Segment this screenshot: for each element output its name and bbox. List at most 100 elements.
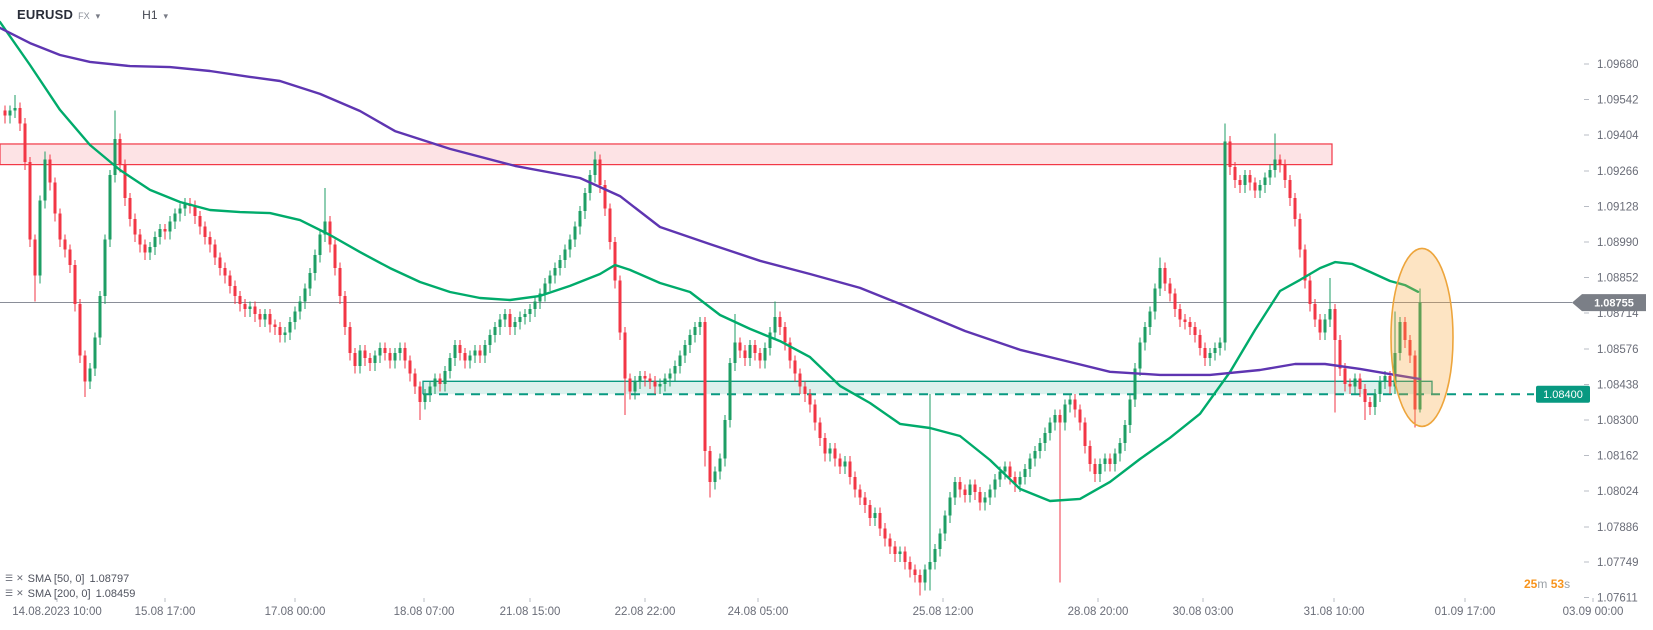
price-axis-label[interactable]: 1.08714 bbox=[1597, 308, 1639, 320]
time-axis-label[interactable]: 25.08 12:00 bbox=[913, 606, 974, 618]
price-axis-label[interactable]: 1.07749 bbox=[1597, 557, 1639, 569]
candle-body bbox=[1283, 164, 1287, 181]
price-axis-label[interactable]: 1.08990 bbox=[1597, 237, 1639, 249]
candle-body bbox=[433, 378, 437, 387]
candle-body bbox=[163, 229, 167, 232]
candle-body bbox=[223, 267, 227, 276]
time-axis-label[interactable]: 28.08 20:00 bbox=[1068, 606, 1129, 618]
close-icon[interactable]: ✕ bbox=[16, 573, 24, 583]
symbol-name[interactable]: EURUSD bbox=[17, 7, 74, 22]
indicator-label: SMA [200, 0] bbox=[27, 587, 91, 600]
candle-body bbox=[113, 138, 117, 175]
close-icon[interactable]: ✕ bbox=[16, 588, 24, 598]
price-axis-label[interactable]: 1.08438 bbox=[1597, 379, 1639, 391]
candle-body bbox=[808, 394, 812, 405]
price-axis-label[interactable]: 1.07886 bbox=[1597, 522, 1639, 534]
candle-body bbox=[1373, 394, 1377, 408]
candle-body bbox=[68, 249, 72, 266]
price-axis-label[interactable]: 1.09266 bbox=[1597, 166, 1639, 178]
time-axis-label[interactable]: 01.09 17:00 bbox=[1435, 606, 1496, 618]
candle-body bbox=[773, 316, 777, 333]
candle-body bbox=[83, 355, 87, 382]
candle-body bbox=[608, 208, 612, 242]
price-axis-label[interactable]: 1.09680 bbox=[1597, 59, 1639, 71]
candle-body bbox=[363, 350, 367, 359]
candle-body bbox=[553, 267, 557, 276]
candle-body bbox=[33, 239, 37, 276]
candle-body bbox=[1253, 182, 1257, 191]
candle-body bbox=[78, 303, 82, 356]
price-axis-label[interactable]: 1.09128 bbox=[1597, 201, 1639, 213]
candle-body bbox=[403, 347, 407, 361]
candle-body bbox=[878, 512, 882, 529]
candle-body bbox=[638, 376, 642, 382]
candle-body bbox=[903, 551, 907, 562]
candle-body bbox=[373, 355, 377, 364]
candle-body bbox=[1003, 466, 1007, 472]
time-axis-label[interactable]: 17.08 00:00 bbox=[265, 606, 326, 618]
candle-body bbox=[1103, 458, 1107, 464]
symbol-header: EURUSD FX ▾ H1 ▾ bbox=[17, 7, 168, 22]
candle-body bbox=[663, 378, 667, 384]
candle-body bbox=[1098, 463, 1102, 475]
candle-body bbox=[693, 327, 697, 335]
candle-body bbox=[138, 234, 142, 245]
candle-body bbox=[203, 226, 207, 237]
candle-body bbox=[153, 236, 157, 248]
candle-body bbox=[598, 159, 602, 186]
indicator-settings-icon[interactable]: ☰ bbox=[5, 588, 14, 598]
candle-body bbox=[578, 211, 582, 227]
candle-body bbox=[168, 221, 172, 232]
time-axis-label[interactable]: 18.08 07:00 bbox=[394, 606, 455, 618]
price-axis-label[interactable]: 1.08162 bbox=[1597, 451, 1639, 463]
candle-body bbox=[1128, 399, 1132, 426]
indicator-settings-icon[interactable]: ☰ bbox=[5, 573, 14, 583]
candle-body bbox=[423, 394, 427, 402]
time-axis-label[interactable]: 21.08 15:00 bbox=[500, 606, 561, 618]
time-axis-label[interactable]: 30.08 03:00 bbox=[1173, 606, 1234, 618]
candle-body bbox=[408, 360, 412, 374]
candle-body bbox=[13, 107, 17, 111]
candle-body bbox=[243, 303, 247, 310]
chevron-down-icon[interactable]: ▾ bbox=[95, 11, 101, 21]
candle-body bbox=[418, 386, 422, 402]
candle-body bbox=[183, 203, 187, 209]
price-axis-label[interactable]: 1.08576 bbox=[1597, 344, 1639, 356]
candle-body bbox=[713, 471, 717, 482]
candle-body bbox=[1068, 399, 1072, 405]
candle-body bbox=[128, 198, 132, 219]
candle-body bbox=[813, 404, 817, 423]
candle-body bbox=[718, 458, 722, 472]
candle-body bbox=[1088, 445, 1092, 464]
time-axis-label[interactable]: 24.08 05:00 bbox=[728, 606, 789, 618]
timeframe-button[interactable]: H1 bbox=[142, 8, 158, 22]
candle-body bbox=[938, 533, 942, 549]
time-axis-label[interactable]: 14.08.2023 10:00 bbox=[12, 606, 102, 618]
price-axis-label[interactable]: 1.08852 bbox=[1597, 273, 1639, 285]
indicator-label: SMA [50, 0] bbox=[27, 572, 85, 585]
candle-body bbox=[1413, 355, 1417, 410]
price-axis-label[interactable]: 1.09404 bbox=[1597, 130, 1639, 142]
candle-body bbox=[1033, 450, 1037, 459]
time-axis-label[interactable]: 15.08 17:00 bbox=[135, 606, 196, 618]
time-axis-label[interactable]: 03.09 00:00 bbox=[1563, 606, 1624, 618]
indicator-value: 1.08797 bbox=[89, 572, 130, 585]
candle-body bbox=[743, 350, 747, 359]
time-axis-label[interactable]: 22.08 22:00 bbox=[615, 606, 676, 618]
time-axis-label[interactable]: 31.08 10:00 bbox=[1304, 606, 1365, 618]
price-axis-label[interactable]: 1.08300 bbox=[1597, 415, 1639, 427]
candle-body bbox=[803, 386, 807, 395]
price-axis-label[interactable]: 1.07611 bbox=[1597, 593, 1638, 605]
candle-body bbox=[1243, 174, 1247, 186]
price-axis-label[interactable]: 1.08024 bbox=[1597, 486, 1639, 498]
candle-body bbox=[1218, 342, 1222, 348]
price-axis-label[interactable]: 1.09542 bbox=[1597, 95, 1639, 107]
chevron-down-icon[interactable]: ▾ bbox=[163, 11, 169, 21]
candle-body bbox=[993, 479, 997, 490]
candle-body bbox=[1268, 169, 1272, 178]
candle-body bbox=[1008, 466, 1012, 477]
resistance-zone-border bbox=[0, 143, 1333, 166]
candle-body bbox=[768, 332, 772, 348]
candle-body bbox=[88, 368, 92, 382]
